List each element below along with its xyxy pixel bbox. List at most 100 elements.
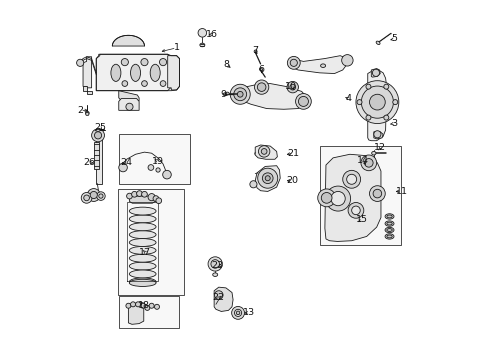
Ellipse shape xyxy=(129,223,156,231)
Circle shape xyxy=(198,28,206,37)
Circle shape xyxy=(330,192,345,206)
Circle shape xyxy=(325,186,350,211)
Circle shape xyxy=(264,176,270,181)
Circle shape xyxy=(142,192,147,197)
Circle shape xyxy=(154,304,159,309)
Text: 9: 9 xyxy=(220,90,225,99)
Ellipse shape xyxy=(85,111,89,114)
Text: 24: 24 xyxy=(120,158,132,167)
Circle shape xyxy=(122,81,127,86)
Text: 1: 1 xyxy=(173,43,179,52)
Polygon shape xyxy=(255,145,277,159)
Ellipse shape xyxy=(129,270,156,278)
Circle shape xyxy=(360,155,376,171)
Text: 12: 12 xyxy=(373,143,386,152)
Text: 18: 18 xyxy=(138,301,149,310)
Circle shape xyxy=(153,196,159,202)
Text: 5: 5 xyxy=(391,35,397,44)
Circle shape xyxy=(261,149,266,154)
Circle shape xyxy=(317,189,335,207)
Circle shape xyxy=(365,115,370,120)
Circle shape xyxy=(159,59,166,66)
Circle shape xyxy=(355,81,398,123)
Circle shape xyxy=(249,181,257,188)
Ellipse shape xyxy=(384,234,393,239)
Circle shape xyxy=(372,189,381,198)
Polygon shape xyxy=(370,68,380,77)
Circle shape xyxy=(163,170,171,179)
Circle shape xyxy=(97,192,105,201)
Polygon shape xyxy=(373,132,382,139)
Text: 15: 15 xyxy=(356,215,367,224)
Polygon shape xyxy=(129,196,155,203)
Polygon shape xyxy=(214,287,233,311)
Circle shape xyxy=(234,309,241,316)
Circle shape xyxy=(210,260,219,268)
Bar xyxy=(118,189,183,295)
Ellipse shape xyxy=(129,207,156,215)
Polygon shape xyxy=(233,84,307,109)
Ellipse shape xyxy=(386,215,391,218)
Circle shape xyxy=(125,303,131,308)
Text: 13: 13 xyxy=(242,309,254,318)
Circle shape xyxy=(361,86,393,118)
Text: 8: 8 xyxy=(223,60,229,69)
Ellipse shape xyxy=(223,93,227,96)
Polygon shape xyxy=(287,56,347,73)
Circle shape xyxy=(160,81,165,86)
Circle shape xyxy=(94,132,102,139)
Text: 4: 4 xyxy=(345,94,350,103)
Ellipse shape xyxy=(384,227,393,233)
Circle shape xyxy=(392,100,397,105)
Text: 16: 16 xyxy=(206,30,218,39)
Polygon shape xyxy=(367,70,386,141)
Text: 23: 23 xyxy=(211,261,224,270)
Polygon shape xyxy=(96,54,171,91)
Circle shape xyxy=(289,84,295,90)
Circle shape xyxy=(369,94,385,110)
Ellipse shape xyxy=(129,231,156,239)
Circle shape xyxy=(149,303,154,308)
Ellipse shape xyxy=(129,215,156,223)
Circle shape xyxy=(347,203,363,218)
Text: 3: 3 xyxy=(390,119,396,128)
Ellipse shape xyxy=(212,273,217,276)
Polygon shape xyxy=(83,57,91,88)
Polygon shape xyxy=(96,138,102,184)
Ellipse shape xyxy=(150,64,160,81)
Text: 17: 17 xyxy=(139,248,151,257)
Circle shape xyxy=(341,55,352,66)
Circle shape xyxy=(262,173,272,184)
Circle shape xyxy=(156,198,162,203)
Polygon shape xyxy=(255,166,280,192)
Circle shape xyxy=(356,100,361,105)
Circle shape xyxy=(125,103,133,111)
Text: 11: 11 xyxy=(395,187,407,196)
Text: 26: 26 xyxy=(83,158,95,167)
Bar xyxy=(319,146,400,245)
Circle shape xyxy=(373,131,380,138)
Text: 21: 21 xyxy=(287,149,299,158)
Circle shape xyxy=(342,170,360,188)
Circle shape xyxy=(372,69,379,76)
Polygon shape xyxy=(112,35,144,46)
Circle shape xyxy=(254,80,268,94)
Ellipse shape xyxy=(200,43,204,47)
Circle shape xyxy=(295,94,311,109)
Circle shape xyxy=(321,193,331,203)
Circle shape xyxy=(351,206,360,215)
Ellipse shape xyxy=(130,64,140,81)
Circle shape xyxy=(121,59,128,66)
Text: 22: 22 xyxy=(212,293,224,302)
Polygon shape xyxy=(94,143,99,169)
Circle shape xyxy=(119,163,127,172)
Text: 19: 19 xyxy=(152,157,163,166)
Ellipse shape xyxy=(386,235,391,238)
Circle shape xyxy=(148,194,155,201)
Ellipse shape xyxy=(129,247,156,254)
Ellipse shape xyxy=(386,229,391,231)
Circle shape xyxy=(286,81,298,93)
Text: 25: 25 xyxy=(94,123,105,132)
Circle shape xyxy=(364,158,372,167)
Circle shape xyxy=(130,302,135,307)
